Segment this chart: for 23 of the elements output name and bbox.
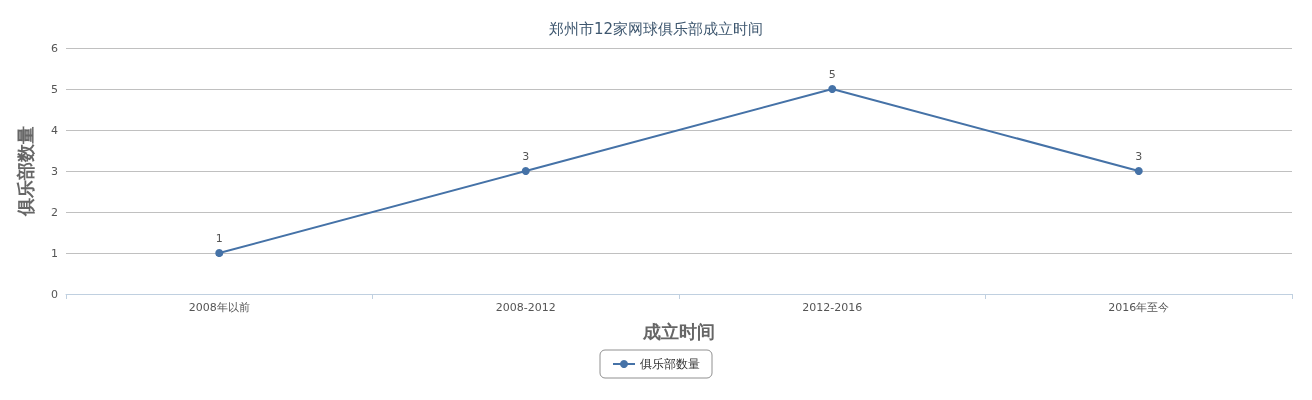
x-axis-title: 成立时间 [642,320,715,342]
point [1134,167,1143,175]
x-tick-label: 2012-2016 [802,301,863,314]
legend-label: 俱乐部数量 [640,357,700,371]
y-tick-label: 5 [51,82,58,96]
x-tick-label: 2008年以前 [188,301,250,314]
y-tick-label: 6 [51,41,58,55]
y-tick-label: 3 [51,164,58,178]
point [215,249,224,257]
y-tick-label: 4 [51,123,58,137]
point [521,167,530,175]
x-tick-label: 2016年至今 [1108,301,1170,314]
data-label: 5 [828,68,836,81]
y-axis-title: 俱乐部数量 [14,126,36,217]
chart-title: 郑州市12家网球俱乐部成立时间 [548,19,764,38]
y-tick-label: 0 [51,287,58,301]
point [828,85,837,93]
data-label: 3 [522,150,530,163]
data-label: 1 [215,232,223,245]
y-tick-label: 2 [51,205,58,219]
y-tick-label: 1 [51,246,58,260]
data-label: 3 [1135,150,1143,163]
x-tick-label: 2008-2012 [495,301,556,314]
